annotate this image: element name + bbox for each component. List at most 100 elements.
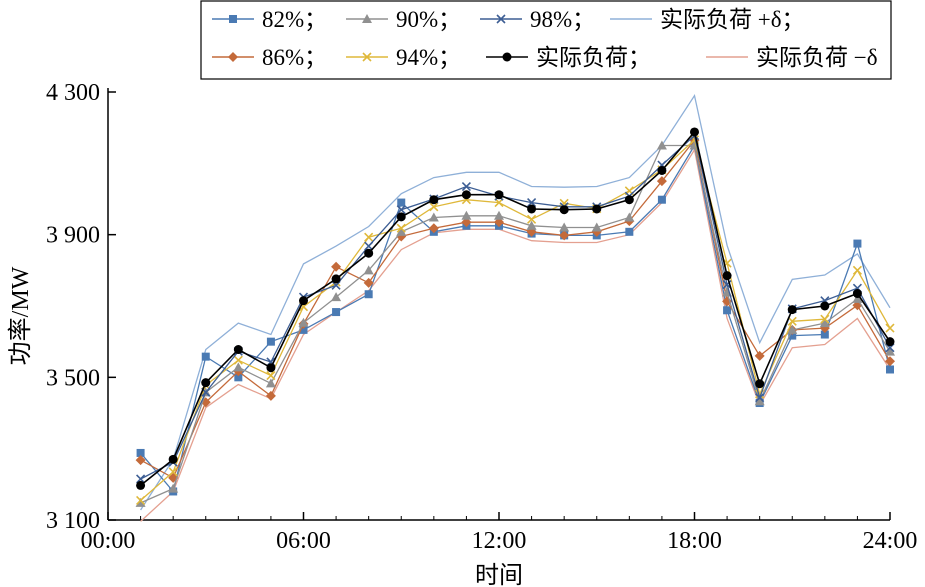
point-marker-square <box>136 448 145 457</box>
point-marker-x <box>755 393 765 403</box>
point-marker-circle <box>429 195 439 205</box>
point-marker-circle <box>266 363 276 373</box>
point-marker-square <box>234 373 243 382</box>
point-marker-x <box>820 314 830 324</box>
point-marker-square <box>853 239 862 248</box>
point-marker-square <box>886 365 894 374</box>
point-marker-circle <box>592 204 602 214</box>
point-marker-square <box>332 308 341 317</box>
series-0 <box>136 141 894 496</box>
point-marker-circle <box>299 296 308 306</box>
legend-label: 90%； <box>396 7 461 32</box>
point-marker-x <box>168 467 178 477</box>
legend-label: 实际负荷 +δ； <box>660 7 805 32</box>
point-marker-square <box>364 290 373 299</box>
point-marker-x <box>396 223 406 233</box>
series-line <box>140 148 891 522</box>
point-marker-circle <box>755 379 765 389</box>
point-marker-triangle <box>168 483 179 493</box>
point-marker-triangle <box>852 293 863 303</box>
point-marker-triangle <box>233 362 244 372</box>
point-marker-diamond <box>754 350 765 361</box>
point-marker-triangle <box>494 210 504 220</box>
x-tick-label: 06:00 <box>276 528 331 554</box>
point-marker-diamond <box>363 277 374 288</box>
axes <box>107 88 890 521</box>
series-2 <box>136 130 895 484</box>
point-marker-triangle <box>396 226 407 236</box>
point-marker-triangle <box>428 212 439 222</box>
point-marker-diamond <box>885 356 895 367</box>
point-marker-circle <box>690 127 699 137</box>
point-marker-circle <box>331 274 341 284</box>
point-marker-x <box>136 474 146 484</box>
series-1 <box>135 140 895 507</box>
point-marker-x <box>787 316 797 326</box>
point-marker-circle <box>233 345 243 355</box>
point-marker-triangle <box>819 318 830 328</box>
point-marker-diamond <box>228 52 238 62</box>
point-marker-square <box>299 325 308 334</box>
point-marker-triangle <box>624 212 635 222</box>
point-marker-diamond <box>559 230 570 241</box>
legend-item: 实际负荷 +δ； <box>610 7 805 32</box>
point-marker-triangle <box>787 324 798 334</box>
point-marker-x <box>364 232 374 242</box>
series-line <box>140 130 891 487</box>
legend-item: 90%； <box>346 7 461 32</box>
point-marker-triangle <box>363 265 374 275</box>
series-4 <box>135 135 895 483</box>
point-marker-circle <box>461 190 471 200</box>
point-marker-x <box>396 205 406 215</box>
point-marker-circle <box>527 204 537 214</box>
point-marker-triangle <box>591 222 602 232</box>
point-marker-x <box>136 495 146 505</box>
series-line <box>140 144 891 504</box>
point-marker-circle <box>168 454 178 464</box>
legend-label: 94%； <box>396 45 461 70</box>
point-marker-x <box>527 198 537 208</box>
point-marker-triangle <box>331 292 342 302</box>
point-marker-x <box>852 265 862 275</box>
point-marker-triangle <box>265 378 276 388</box>
legend-label: 实际负荷 −δ <box>756 45 878 70</box>
point-marker-diamond <box>331 261 342 272</box>
series-line <box>140 93 891 511</box>
point-marker-circle <box>494 190 504 200</box>
y-axis-title: 功率/MW <box>7 266 34 365</box>
x-tick-label: 12:00 <box>472 528 527 554</box>
point-marker-circle <box>559 205 569 215</box>
point-marker-diamond <box>265 390 276 401</box>
legend-item: 实际负荷； <box>486 45 651 70</box>
series-line <box>140 134 891 480</box>
point-marker-triangle <box>298 317 309 327</box>
point-marker-circle <box>364 248 374 258</box>
point-marker-triangle <box>461 210 472 220</box>
series-line <box>140 138 891 479</box>
legend-label: 86%； <box>262 45 327 70</box>
y-tick-label: 3 100 <box>46 508 100 534</box>
legend-box <box>200 0 892 80</box>
series-5 <box>136 135 895 505</box>
point-marker-square <box>229 15 237 23</box>
point-marker-x <box>885 323 895 333</box>
x-tick-label: 00:00 <box>81 528 136 554</box>
legend-label: 82%； <box>262 7 327 32</box>
point-marker-triangle <box>559 222 570 232</box>
point-marker-circle <box>657 165 667 175</box>
point-marker-circle <box>624 195 634 205</box>
point-marker-square <box>788 331 797 340</box>
point-marker-square <box>266 337 275 346</box>
series-6 <box>136 127 895 490</box>
point-marker-circle <box>502 52 512 62</box>
point-marker-circle <box>885 337 895 347</box>
y-tick-label: 3 900 <box>46 223 100 249</box>
point-marker-x <box>331 280 341 290</box>
point-marker-x <box>362 52 372 62</box>
point-marker-diamond <box>428 223 439 234</box>
point-marker-triangle <box>526 220 537 230</box>
series-7 <box>140 148 891 522</box>
point-marker-square <box>820 330 829 339</box>
point-marker-triangle <box>362 14 372 23</box>
